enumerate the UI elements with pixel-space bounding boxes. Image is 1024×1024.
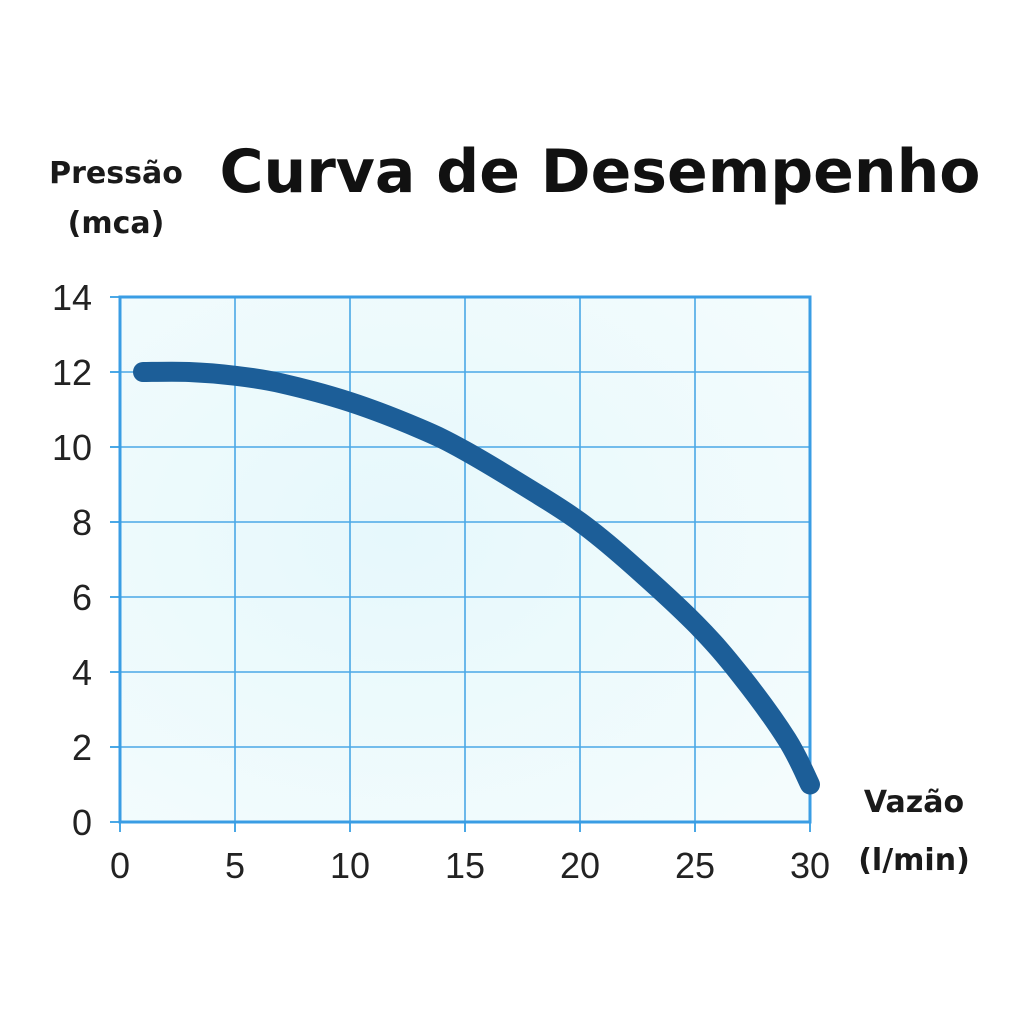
x-tick-label-0: 0 [110,845,130,886]
y-tick-label-14: 14 [52,277,92,318]
y-tick-label-0: 0 [72,802,92,843]
tick-labels: 0 5 10 15 20 25 30 0 2 4 6 8 10 12 14 [52,277,830,886]
x-tick-label-20: 20 [560,845,600,886]
series-layer [133,361,820,795]
x-axis-label: Vazão [864,785,964,820]
x-tick-label-25: 25 [675,845,715,886]
series-line-0 [133,361,820,795]
x-tick-label-5: 5 [225,845,245,886]
y-tick-label-2: 2 [72,727,92,768]
y-tick-label-6: 6 [72,577,92,618]
y-tick-label-10: 10 [52,427,92,468]
y-axis-unit: (mca) [68,206,165,241]
y-axis-label: Pressão [49,156,183,191]
y-tick-label-12: 12 [52,352,92,393]
x-tick-label-30: 30 [790,845,830,886]
y-tick-label-4: 4 [72,652,92,693]
x-axis-unit: (l/min) [858,843,970,878]
x-tick-label-15: 15 [445,845,485,886]
y-tick-label-8: 8 [72,502,92,543]
chart-title: Curva de Desempenho [219,137,980,207]
plot-frame [118,295,812,824]
x-tick-label-10: 10 [330,845,370,886]
